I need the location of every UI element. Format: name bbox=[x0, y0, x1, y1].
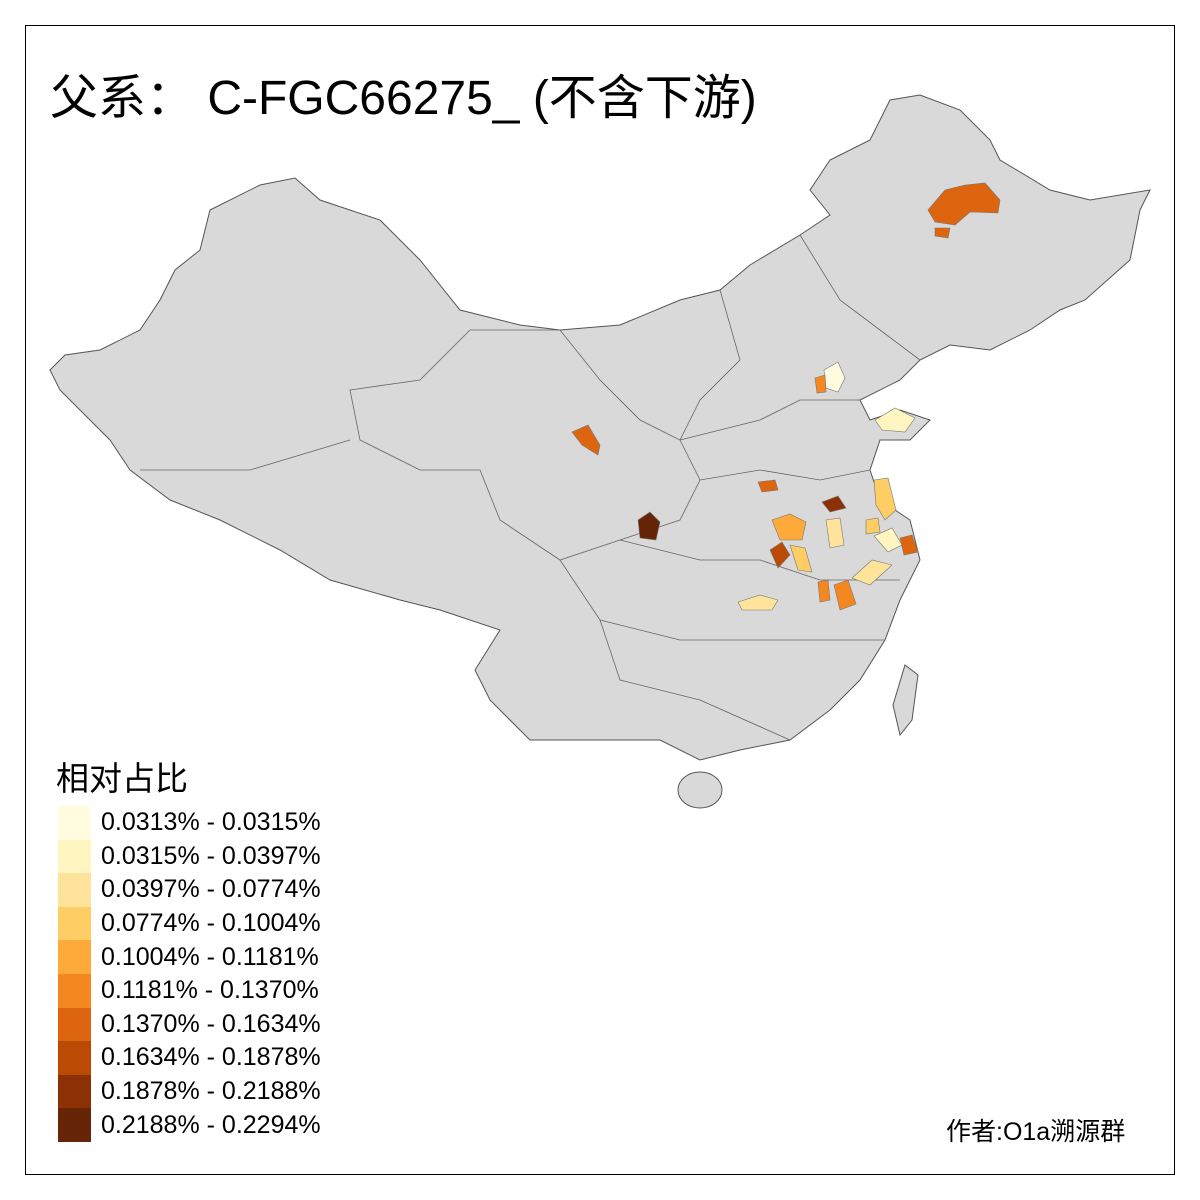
legend-item: 0.1004% - 0.1181% bbox=[58, 940, 321, 974]
legend-label: 0.1370% - 0.1634% bbox=[101, 1009, 321, 1038]
legend-swatch bbox=[58, 873, 91, 907]
legend-swatch bbox=[58, 839, 91, 874]
highlighted-regions bbox=[571, 182, 1001, 611]
legend-title: 相对占比 bbox=[56, 760, 188, 797]
region-hubei-dark bbox=[769, 541, 791, 569]
legend-swatch bbox=[58, 940, 91, 974]
legend-swatch bbox=[58, 1041, 91, 1075]
legend-label: 0.1004% - 0.1181% bbox=[101, 942, 319, 971]
region-shandong bbox=[874, 407, 916, 433]
legend-item: 0.0313% - 0.0315% bbox=[58, 806, 321, 840]
region-anhui bbox=[825, 517, 845, 549]
legend-label: 0.0313% - 0.0315% bbox=[101, 808, 321, 837]
region-jiangsu bbox=[873, 477, 897, 521]
region-gansu bbox=[571, 424, 601, 456]
legend-label: 0.0397% - 0.0774% bbox=[101, 875, 321, 904]
legend-item: 0.1181% - 0.1370% bbox=[58, 973, 321, 1008]
hainan-island bbox=[677, 771, 723, 809]
legend-item: 0.1878% - 0.2188% bbox=[58, 1074, 321, 1109]
region-heilongjiang bbox=[927, 182, 1001, 226]
legend-swatch bbox=[58, 1074, 91, 1109]
map-frame bbox=[25, 25, 1175, 1175]
region-hunan bbox=[737, 594, 779, 611]
legend-item: 0.0774% - 0.1004% bbox=[58, 906, 321, 941]
region-heilongjiang-south bbox=[934, 227, 951, 239]
region-anhui-dark bbox=[821, 495, 847, 513]
legend-label: 0.1878% - 0.2188% bbox=[101, 1077, 321, 1106]
legend-label: 0.1181% - 0.1370% bbox=[101, 976, 319, 1005]
legend-item: 0.1634% - 0.1878% bbox=[58, 1041, 321, 1075]
legend-item: 0.0315% - 0.0397% bbox=[58, 839, 321, 874]
china-landmass bbox=[49, 94, 1151, 761]
province-borders bbox=[140, 234, 921, 741]
region-jiangxi bbox=[833, 579, 857, 611]
taiwan-island bbox=[892, 664, 919, 737]
legend-swatch bbox=[58, 1007, 91, 1042]
legend-label: 0.0315% - 0.0397% bbox=[101, 841, 321, 870]
region-henan bbox=[757, 479, 779, 493]
legend-label: 0.1634% - 0.1878% bbox=[101, 1043, 321, 1072]
region-zhejiang bbox=[851, 559, 893, 586]
region-hebei-spot bbox=[814, 374, 827, 394]
legend-swatch bbox=[58, 973, 91, 1008]
region-jiangsu-2 bbox=[865, 517, 881, 535]
map-title: 父系： C-FGC66275_ (不含下游) bbox=[50, 72, 757, 125]
legend-item: 0.2188% - 0.2294% bbox=[58, 1108, 321, 1142]
author-credit: 作者:O1a溯源群 bbox=[946, 1118, 1126, 1146]
region-hubei-yellow bbox=[789, 544, 813, 573]
legend-label: 0.2188% - 0.2294% bbox=[101, 1110, 321, 1139]
region-sichuan-dark bbox=[637, 511, 661, 541]
legend-label: 0.0774% - 0.1004% bbox=[101, 909, 321, 938]
legend: 0.0313% - 0.0315% 0.0315% - 0.0397% 0.03… bbox=[58, 806, 321, 1142]
region-shanghai-area bbox=[899, 534, 919, 556]
legend-swatch bbox=[58, 906, 91, 941]
legend-item: 0.0397% - 0.0774% bbox=[58, 873, 321, 907]
legend-swatch bbox=[58, 806, 91, 840]
region-hubei bbox=[771, 513, 807, 541]
legend-swatch bbox=[58, 1108, 91, 1142]
legend-item: 0.1370% - 0.1634% bbox=[58, 1007, 321, 1042]
region-jiangxi-2 bbox=[817, 579, 831, 603]
